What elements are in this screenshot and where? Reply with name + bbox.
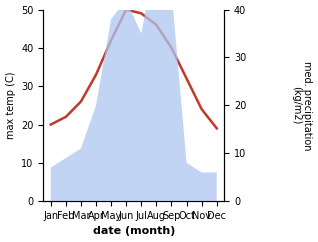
Y-axis label: max temp (C): max temp (C) <box>5 72 16 139</box>
X-axis label: date (month): date (month) <box>93 227 175 236</box>
Y-axis label: med. precipitation
(kg/m2): med. precipitation (kg/m2) <box>291 60 313 150</box>
